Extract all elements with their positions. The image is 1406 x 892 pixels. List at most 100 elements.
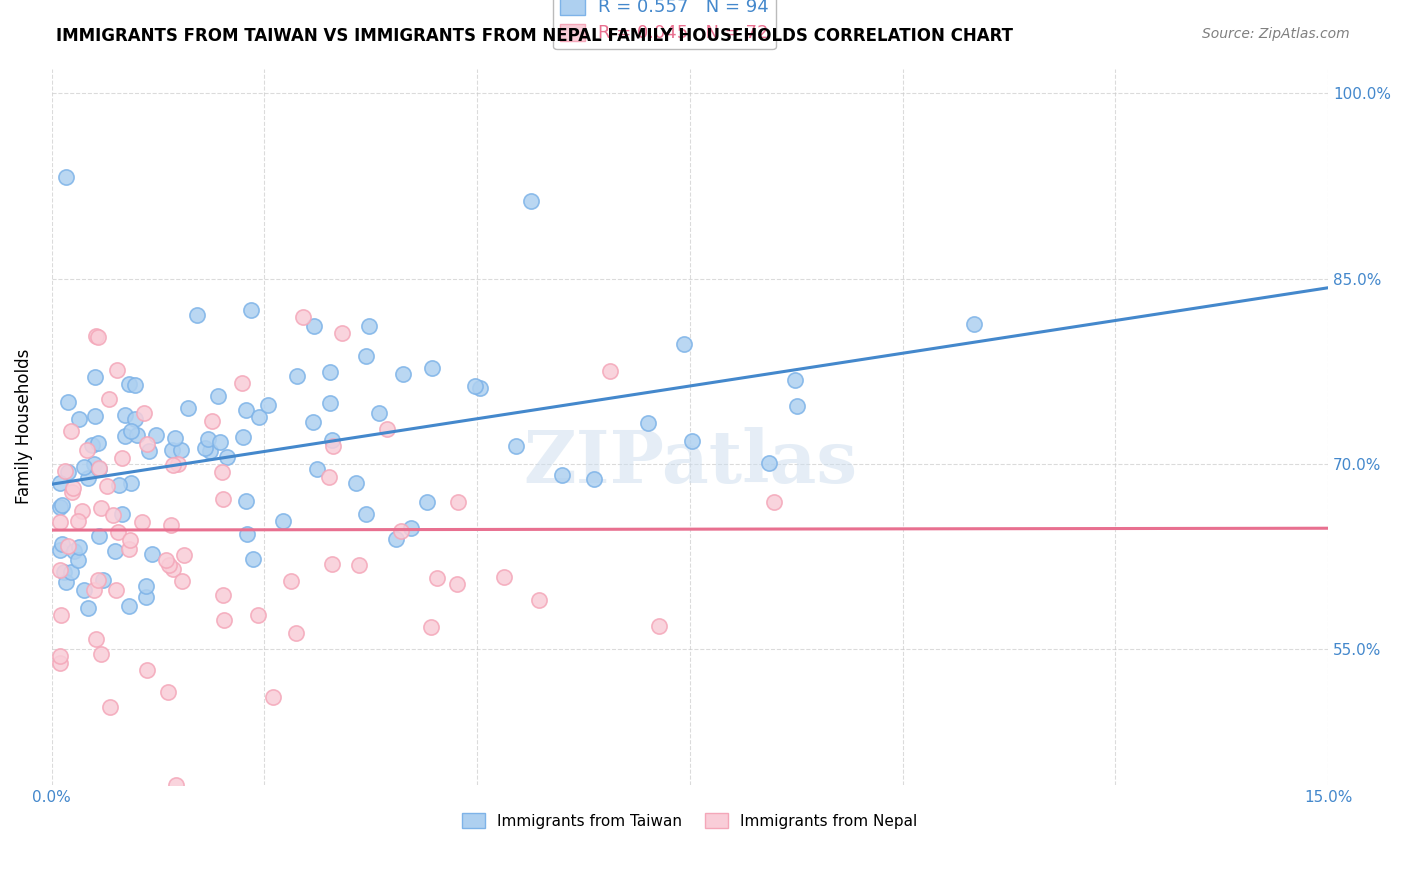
Immigrants from Taiwan — [198, 443, 221, 458]
Immigrants from Taiwan — [91, 573, 114, 587]
Immigrants from Taiwan — [120, 476, 142, 491]
Immigrants from Taiwan — [399, 521, 422, 535]
Immigrants from Nepal — [84, 632, 107, 647]
Immigrants from Taiwan — [104, 543, 127, 558]
Immigrants from Taiwan — [235, 403, 257, 417]
Immigrants from Taiwan — [124, 412, 146, 426]
Text: IMMIGRANTS FROM TAIWAN VS IMMIGRANTS FROM NEPAL FAMILY HOUSEHOLDS CORRELATION CH: IMMIGRANTS FROM TAIWAN VS IMMIGRANTS FRO… — [56, 27, 1014, 45]
Immigrants from Taiwan — [301, 415, 323, 429]
Immigrants from Taiwan — [637, 416, 659, 430]
Immigrants from Taiwan — [673, 337, 696, 351]
Immigrants from Taiwan — [120, 424, 142, 438]
Immigrants from Taiwan — [758, 456, 780, 470]
Immigrants from Nepal — [87, 461, 110, 475]
Immigrants from Taiwan — [76, 600, 98, 615]
Immigrants from Taiwan — [285, 368, 308, 383]
Immigrants from Nepal — [96, 479, 118, 493]
Immigrants from Taiwan — [321, 433, 343, 447]
Immigrants from Taiwan — [138, 443, 160, 458]
Immigrants from Taiwan — [249, 410, 271, 425]
Immigrants from Taiwan — [49, 500, 72, 514]
Immigrants from Nepal — [135, 437, 157, 451]
Immigrants from Nepal — [55, 465, 77, 479]
Immigrants from Nepal — [107, 524, 129, 539]
Immigrants from Nepal — [83, 583, 105, 598]
Immigrants from Nepal — [284, 626, 307, 640]
Immigrants from Taiwan — [67, 540, 90, 554]
Immigrants from Taiwan — [49, 543, 72, 558]
Immigrants from Nepal — [49, 608, 72, 623]
Immigrants from Nepal — [87, 330, 110, 344]
Immigrants from Nepal — [318, 470, 340, 484]
Immigrants from Taiwan — [583, 472, 606, 486]
Immigrants from Taiwan — [302, 319, 325, 334]
Immigrants from Nepal — [159, 517, 181, 532]
Immigrants from Nepal — [527, 593, 550, 607]
Immigrants from Nepal — [165, 778, 187, 792]
Immigrants from Nepal — [212, 613, 235, 627]
Immigrants from Nepal — [291, 310, 314, 324]
Immigrants from Nepal — [157, 558, 180, 572]
Immigrants from Taiwan — [963, 317, 986, 331]
Immigrants from Nepal — [247, 607, 270, 622]
Immigrants from Nepal — [330, 326, 353, 340]
Immigrants from Nepal — [172, 574, 194, 588]
Immigrants from Nepal — [262, 690, 284, 704]
Immigrants from Nepal — [49, 648, 72, 663]
Immigrants from Taiwan — [160, 443, 183, 458]
Immigrants from Taiwan — [236, 527, 259, 541]
Immigrants from Taiwan — [118, 599, 141, 614]
Immigrants from Taiwan — [235, 493, 257, 508]
Immigrants from Nepal — [155, 553, 177, 567]
Immigrants from Nepal — [76, 443, 98, 458]
Immigrants from Nepal — [87, 574, 110, 588]
Immigrants from Taiwan — [186, 308, 208, 322]
Immigrants from Nepal — [90, 647, 112, 661]
Immigrants from Taiwan — [89, 529, 111, 543]
Immigrants from Nepal — [98, 700, 121, 714]
Immigrants from Nepal — [49, 563, 72, 577]
Immigrants from Taiwan — [55, 575, 77, 590]
Immigrants from Taiwan — [83, 370, 105, 384]
Immigrants from Nepal — [321, 558, 343, 572]
Immigrants from Nepal — [118, 541, 141, 556]
Immigrants from Taiwan — [51, 498, 73, 512]
Immigrants from Taiwan — [145, 428, 167, 442]
Immigrants from Taiwan — [307, 462, 329, 476]
Immigrants from Nepal — [162, 458, 184, 472]
Immigrants from Nepal — [118, 533, 141, 547]
Immigrants from Nepal — [426, 571, 449, 585]
Immigrants from Nepal — [131, 515, 153, 529]
Immigrants from Nepal — [101, 508, 124, 523]
Immigrants from Nepal — [105, 362, 128, 376]
Immigrants from Taiwan — [271, 514, 294, 528]
Immigrants from Taiwan — [62, 544, 84, 558]
Immigrants from Taiwan — [165, 430, 187, 444]
Immigrants from Taiwan — [76, 471, 98, 485]
Immigrants from Taiwan — [356, 507, 378, 521]
Immigrants from Nepal — [84, 329, 107, 343]
Immigrants from Nepal — [56, 539, 79, 553]
Immigrants from Nepal — [211, 465, 233, 479]
Immigrants from Taiwan — [239, 302, 262, 317]
Immigrants from Taiwan — [783, 373, 806, 387]
Immigrants from Nepal — [211, 588, 233, 602]
Immigrants from Taiwan — [354, 349, 377, 363]
Immigrants from Taiwan — [56, 394, 79, 409]
Immigrants from Nepal — [211, 492, 233, 507]
Immigrants from Nepal — [599, 364, 621, 378]
Immigrants from Nepal — [156, 684, 179, 698]
Immigrants from Nepal — [49, 515, 72, 529]
Legend: Immigrants from Taiwan, Immigrants from Nepal: Immigrants from Taiwan, Immigrants from … — [456, 806, 924, 835]
Immigrants from Taiwan — [73, 582, 96, 597]
Immigrants from Taiwan — [256, 398, 278, 412]
Immigrants from Nepal — [280, 574, 302, 588]
Immigrants from Taiwan — [135, 590, 157, 604]
Immigrants from Taiwan — [232, 430, 254, 444]
Immigrants from Nepal — [322, 439, 344, 453]
Immigrants from Nepal — [173, 548, 195, 562]
Immigrants from Taiwan — [319, 365, 342, 379]
Immigrants from Taiwan — [207, 389, 229, 403]
Immigrants from Nepal — [90, 500, 112, 515]
Immigrants from Taiwan — [135, 578, 157, 592]
